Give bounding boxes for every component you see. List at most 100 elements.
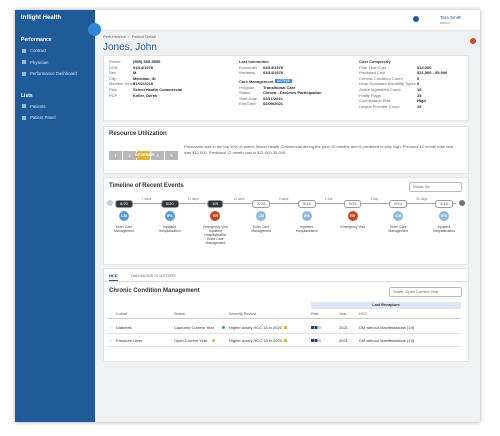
settings-icon[interactable] <box>413 16 419 22</box>
hcc-card: Chronic Condition Management Show: Open … <box>103 268 469 362</box>
nav-item[interactable]: Patients <box>30 103 46 109</box>
field-label: Predicted Cost <box>359 70 386 76</box>
field-label: Status <box>239 90 251 96</box>
field-value: 01/14/1978 <box>133 64 154 70</box>
event-date[interactable]: 5/15 <box>297 200 316 208</box>
resource-card: Resource Utilization 12345 MODERATE Pric… <box>103 126 469 174</box>
field-value: 15 <box>417 92 422 98</box>
field-value: 01/01/2018 <box>133 81 154 87</box>
field-value: 15 <box>417 87 422 92</box>
event-description: Inpatient Hospitalization <box>432 225 456 233</box>
field-value: (555) 555-5555 <box>133 59 161 64</box>
nav-item[interactable]: Performance Dashboard <box>30 71 77 76</box>
group-title: Cost Complexity <box>359 59 391 64</box>
field-value: High <box>417 98 426 104</box>
field-value: $12,000 <box>417 64 432 70</box>
field-label: City <box>109 75 116 81</box>
next-button[interactable] <box>459 200 465 206</box>
nav-item[interactable]: Patient Panel <box>30 115 56 120</box>
table-cell: Open Current Year <box>174 338 208 343</box>
patient-card: Phone (555) 555-5555 DOB 01/14/1978 Sex M City… <box>103 55 469 121</box>
scale-step: 5 <box>165 151 178 160</box>
tab[interactable]: HCC <box>109 273 118 281</box>
event-icon[interactable]: CM <box>393 211 404 221</box>
breadcrumb-item: Patient Detail <box>131 34 156 39</box>
status-icon <box>212 338 215 342</box>
field-label: Frailty Flags <box>359 92 381 98</box>
field-label: Hosp Dominant Morbidity Types <box>359 81 416 87</box>
field-label: Coordination Risk <box>359 98 391 104</box>
breadcrumb-item[interactable]: Performance <box>103 34 126 39</box>
nav-icon <box>22 71 26 76</box>
event-icon[interactable]: IPA <box>301 211 312 221</box>
expand-icon[interactable]: › <box>110 325 112 330</box>
table-cell: Pressure Ulcer <box>116 338 143 343</box>
severity-icon <box>284 325 287 329</box>
alert-icon[interactable] <box>470 38 476 44</box>
field-label: End Date <box>239 101 256 107</box>
event-icon[interactable]: ER <box>347 211 358 221</box>
table-cell: 2021 <box>339 325 348 330</box>
event-description: Emergency Visit Inpatient Hospitalizatio… <box>203 225 228 245</box>
field-label: Sex <box>109 70 116 76</box>
event-date[interactable]: 5/14 <box>389 200 408 208</box>
risk-indicator <box>311 325 321 329</box>
field-value: 5 <box>417 75 420 81</box>
event-gap: 26 days <box>416 197 428 201</box>
event-date[interactable]: 4/18 <box>435 200 453 208</box>
column-header: HCC <box>359 312 368 316</box>
field-value: $21,000 - 35,000 <box>417 70 448 76</box>
filter-dropdown[interactable]: Show: Open Current Year <box>389 287 462 297</box>
table-header-row <box>107 310 461 319</box>
nav-item[interactable]: Contract <box>30 48 47 53</box>
event-icon[interactable]: IPA <box>164 211 175 221</box>
event-icon[interactable]: IPA <box>439 211 449 221</box>
event-description: Enter Care Management <box>114 225 134 233</box>
breadcrumb: Performance › Patient Detail <box>103 34 156 39</box>
event-icon[interactable]: CM <box>119 211 129 221</box>
patient-name: Jones, John <box>103 42 157 53</box>
group-title: Last Interaction <box>239 59 269 64</box>
tab[interactable]: DIAGNOSIS CLUSTERS <box>131 273 176 278</box>
column-header: Status <box>174 312 185 316</box>
collapse-button[interactable] <box>88 23 101 36</box>
event-date[interactable]: 5/15 <box>343 200 362 208</box>
scale-step: 2 <box>123 151 136 160</box>
logo: Inflight Health <box>21 15 61 21</box>
field-label: Program <box>239 84 255 90</box>
user-name[interactable]: Tara Smith <box>440 15 462 20</box>
scale-step: 4 <box>151 151 164 160</box>
resource-text: Pricename was in the top 10% of spend Se… <box>184 144 454 155</box>
field-value: 03/14/1978 <box>263 70 284 76</box>
level-label: MODERATE <box>135 153 155 158</box>
timeline-card: Timeline of Recent Events Show: All 6/20… <box>103 177 469 265</box>
filter-dropdown[interactable]: Show: All <box>409 182 462 192</box>
nav-icon <box>22 115 26 120</box>
event-date[interactable]: 6/20 <box>115 200 133 208</box>
field-value: 02/11/2021 <box>263 95 283 101</box>
field-value: Meridian, ID <box>133 75 156 81</box>
field-label: Phone <box>109 59 121 64</box>
field-value: 03/14/1978 <box>263 64 284 70</box>
prev-button[interactable] <box>107 200 113 206</box>
nav-icon <box>22 48 26 53</box>
field-label: Chronic Condition Count <box>359 75 403 81</box>
column-header: Severity Review <box>229 312 257 316</box>
expand-icon[interactable]: › <box>110 338 112 343</box>
table-cell: Higher acuity HCC 18 in 2020 <box>229 325 282 330</box>
table-cell: DM without Manifestations (19) <box>359 325 415 330</box>
top-bar: Tara Smith Admin <box>88 10 480 36</box>
event-description: Enter Care Management <box>388 225 409 233</box>
field-label: Plan <box>109 87 118 92</box>
table-cell: Higher acuity HCC 18 in 2020 <box>229 338 282 343</box>
field-value: 5 <box>417 81 420 87</box>
table-cell: Diabetes <box>116 325 132 330</box>
event-date[interactable]: 5/24 <box>252 200 271 208</box>
severity-icon <box>284 338 287 342</box>
event-icon[interactable]: CM <box>256 211 267 221</box>
event-icon[interactable]: ER <box>210 211 221 221</box>
event-date[interactable]: 6/20 <box>160 200 179 208</box>
nav-item[interactable]: Physician <box>30 59 49 65</box>
event-date[interactable]: 6/9 <box>207 200 224 208</box>
field-value: Closed - Declines Participation <box>263 90 322 96</box>
